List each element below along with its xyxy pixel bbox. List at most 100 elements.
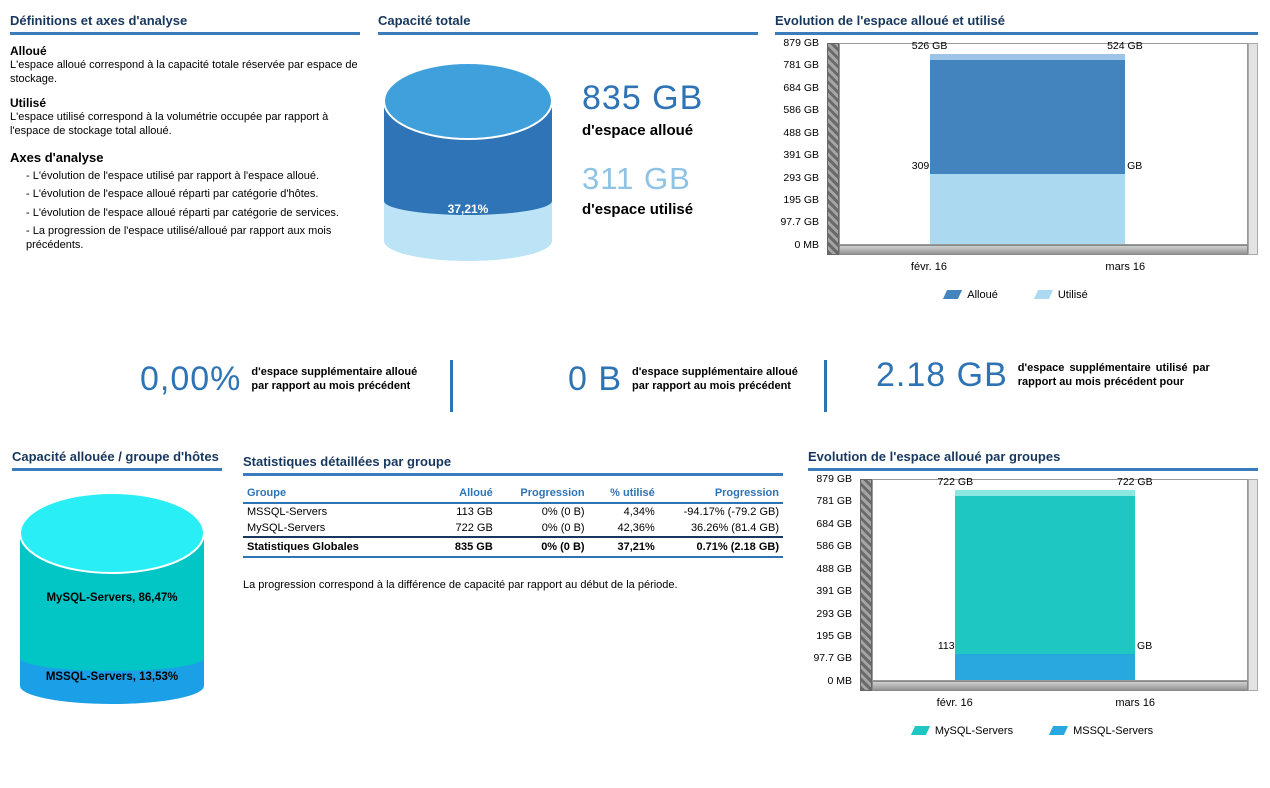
group-statistics-table: Groupe Alloué Progression% utilisé Progress… <box>243 483 783 558</box>
legend-label: Alloué <box>967 288 998 301</box>
group-statistics-section: Statistiques détaillées par groupe Group… <box>243 454 783 592</box>
value-label: 524 GB <box>1107 39 1143 52</box>
series-MySQL-Servers <box>955 489 1135 655</box>
group-capacity-cylinder-chart: MySQL-Servers, 86,47% MSSQL-Servers, 13,… <box>19 491 205 704</box>
axes-item: - La progression de l'espace utilisé/all… <box>26 225 332 252</box>
definition-text: L'espace utilisé correspond à la volumét… <box>10 110 329 137</box>
legend-label: MySQL-Servers <box>934 724 1014 737</box>
definition-heading: Alloué <box>10 43 47 58</box>
value-label: 722 GB <box>1116 475 1153 488</box>
definition-heading: Utilisé <box>10 95 47 110</box>
chart-legend: Alloué Utilisé <box>775 289 1258 301</box>
table-cell: MySQL-Servers <box>247 521 326 534</box>
axes-item: - L'évolution de l'espace alloué réparti… <box>26 206 339 219</box>
y-tick-label: 488 GB <box>783 126 819 139</box>
definition-alloue: Alloué L'espace alloué correspond à la c… <box>10 44 360 87</box>
legend-swatch-icon <box>910 726 930 736</box>
y-tick-label: 195 GB <box>783 194 819 207</box>
chart-left-wall <box>827 42 839 255</box>
total-cell: 835 GB <box>426 535 497 558</box>
x-axis-label: mars 16 <box>1105 260 1146 273</box>
y-tick-label: 781 GB <box>783 59 819 72</box>
column-header: % utilisé <box>588 483 659 504</box>
section-title-evolution-1: Evolution de l'espace alloué et utilisé <box>775 13 1258 35</box>
definitions-section: Définitions et axes d'analyse Alloué L'e… <box>10 13 360 253</box>
table-note: La progression correspond à la différenc… <box>243 578 678 591</box>
cylinder-percent-label: 37,21% <box>448 202 489 216</box>
chart-floor <box>839 244 1248 255</box>
y-tick-label: 586 GB <box>816 540 852 553</box>
series-Utilisé <box>929 173 1125 244</box>
allocated-value: 835 GB <box>582 78 704 117</box>
total-capacity-stats: 835 GB d'espace alloué 311 GB d'espace u… <box>558 53 703 268</box>
table-cell: 0% (0 B) <box>541 505 585 518</box>
y-tick-label: 781 GB <box>816 495 852 508</box>
axes-heading: Axes d'analyse <box>10 150 104 166</box>
total-capacity-section: Capacité totale 37,21% 835 GB d'espace a… <box>378 13 758 268</box>
total-cell: 0.71% (2.18 GB) <box>658 535 783 558</box>
mssql-slice-label: MSSQL-Servers, 13,53% <box>46 671 178 683</box>
y-axis: 879 GB 781 GB 684 GB 586 GB 488 GB 391 GB 293 … <box>775 37 827 255</box>
table-total-row: Statistiques Globales 835 GB 0% (0 B) 37,21… <box>243 535 783 558</box>
evolution-per-group-section: Evolution de l'espace alloué par groupes… <box>808 449 1258 737</box>
chart-body: 879 GB 781 GB 684 GB 586 GB 488 GB 391 GB 293 … <box>808 473 1258 691</box>
column-header: Groupe <box>243 483 427 504</box>
y-tick-label: 195 GB <box>816 630 852 643</box>
table-cell: 722 GB <box>455 521 493 534</box>
chart-evolution-per-group: 879 GB 781 GB 684 GB 586 GB 488 GB 391 GB 293 … <box>808 473 1258 737</box>
used-value: 311 GB <box>582 160 691 196</box>
total-cell: 0% (0 B) <box>496 535 589 558</box>
section-title-capacity-per-group: Capacité allouée / groupe d'hôtes <box>12 449 222 471</box>
chart-left-wall <box>860 478 872 691</box>
legend-label: Utilisé <box>1057 288 1088 301</box>
evolution-allocated-used-section: Evolution de l'espace alloué et utilisé … <box>775 13 1258 301</box>
total-capacity-cylinder-chart: 37,21% <box>383 61 553 261</box>
kpi-value: 0,00% <box>140 360 242 398</box>
x-axis-label: févr. 16 <box>936 696 973 709</box>
kpi-value: 0 B <box>568 360 623 398</box>
table-cell: MSSQL-Servers <box>247 505 328 518</box>
cylinder-top-face <box>383 61 553 140</box>
y-tick-label: 0 MB <box>827 674 852 687</box>
y-tick-label: 879 GB <box>783 36 819 49</box>
table-cell: 113 GB <box>456 505 493 518</box>
y-tick-label: 97.7 GB <box>780 216 819 229</box>
table-row: MSSQL-Servers 113 GB 0% (0 B) 4,34% -94.17% … <box>243 503 783 520</box>
y-axis: 879 GB 781 GB 684 GB 586 GB 488 GB 391 GB 293 … <box>808 473 860 691</box>
kpi-description: d'espace supplémentaire alloué par rappo… <box>632 365 798 392</box>
section-title-definitions: Définitions et axes d'analyse <box>10 13 360 35</box>
chart-right-wall <box>1248 478 1258 691</box>
capacity-per-group-section: Capacité allouée / groupe d'hôtes MySQL-… <box>12 449 222 723</box>
x-axis-labels: févr. 16 mars 16 <box>839 261 1248 277</box>
series-Alloué <box>929 53 1126 174</box>
cylinder-top-face <box>19 491 205 574</box>
x-axis-label: févr. 16 <box>910 260 948 273</box>
kpi-allocated-bytes: 0 B d'espace supplémentaire alloué par r… <box>568 360 818 399</box>
y-tick-label: 488 GB <box>816 562 852 575</box>
mysql-slice-label: MySQL-Servers, 86,47% <box>46 592 177 604</box>
column-header: Progression <box>496 483 589 504</box>
axes-item: - L'évolution de l'espace utilisé par ra… <box>26 170 320 183</box>
y-tick-label: 879 GB <box>816 472 852 485</box>
x-axis-label: mars 16 <box>1115 696 1156 709</box>
table-row: MySQL-Servers 722 GB 0% (0 B) 42,36% 36.26% … <box>243 520 783 537</box>
y-tick-label: 684 GB <box>816 517 852 530</box>
table-cell: 4,34% <box>623 505 655 518</box>
kpi-allocated-percent: 0,00% d'espace supplémentaire alloué par… <box>140 360 442 399</box>
y-tick-label: 0 MB <box>794 238 819 251</box>
kpi-divider <box>824 360 827 412</box>
value-label: 722 GB <box>937 475 974 488</box>
y-tick-label: 391 GB <box>816 585 852 598</box>
used-caption: d'espace utilisé <box>582 200 694 218</box>
kpi-description: d'espace supplémentaire alloué par rappo… <box>251 365 418 392</box>
chart-right-wall <box>1248 42 1258 255</box>
legend-swatch-icon <box>943 290 963 300</box>
y-tick-label: 97.7 GB <box>813 652 852 665</box>
table-header-row: Groupe Alloué Progression% utilisé Progress… <box>243 483 783 504</box>
kpi-value: 2.18 GB <box>876 356 1008 394</box>
table-cell: 36.26% (81.4 GB) <box>690 521 779 534</box>
kpi-used-growth: 2.18 GB d'espace supplémentaire utilisé … <box>876 356 1210 395</box>
